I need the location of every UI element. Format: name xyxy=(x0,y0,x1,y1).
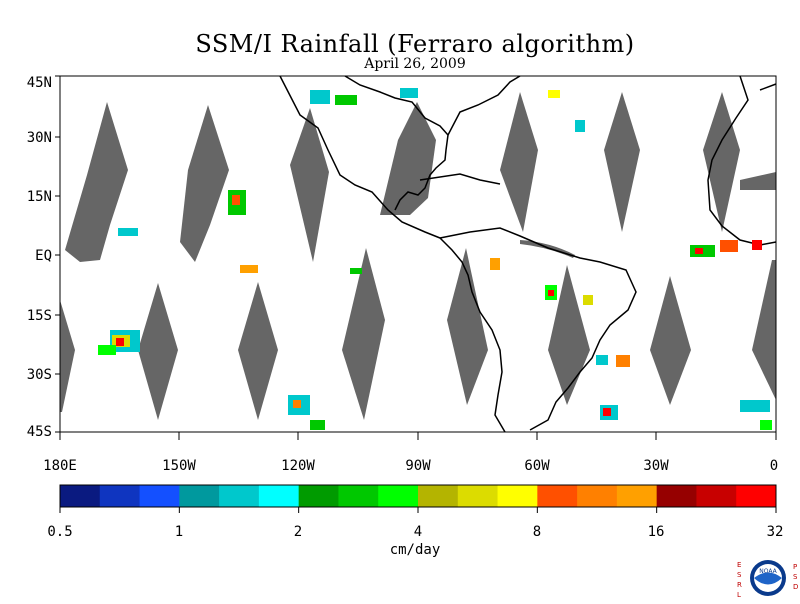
svg-text:S: S xyxy=(737,571,742,579)
colorbar-tick-2: 2 xyxy=(293,524,303,540)
lat-label-45n: 45N xyxy=(26,75,52,91)
lon-label-150w: 150W xyxy=(162,458,196,474)
colorbar-swatch xyxy=(537,485,578,507)
lon-ticks xyxy=(59,432,777,440)
lon-label-120w: 120W xyxy=(281,458,315,474)
swath-gaps xyxy=(60,92,776,420)
colorbar-swatch xyxy=(99,485,141,507)
colorbar-swatch xyxy=(656,485,697,507)
colorbar-swatch xyxy=(258,485,300,507)
lat-label-30s: 30S xyxy=(26,367,52,383)
colorbar-swatch xyxy=(696,485,737,507)
map-date: April 26, 2009 xyxy=(364,56,466,72)
lat-label-45s: 45S xyxy=(26,424,52,440)
colorbar-swatch xyxy=(298,485,339,507)
svg-text:E: E xyxy=(737,561,741,569)
lat-label-eq: EQ xyxy=(35,248,52,264)
colorbar-swatch xyxy=(139,485,180,507)
colorbar-swatch xyxy=(736,485,777,507)
colorbar-swatch xyxy=(378,485,419,507)
colorbar-swatch xyxy=(219,485,260,507)
colorbar-swatch xyxy=(418,485,459,507)
colorbar-swatch xyxy=(616,485,658,507)
colorbar-swatch xyxy=(457,485,499,507)
svg-text:S: S xyxy=(793,573,798,581)
colorbar-swatch xyxy=(179,485,220,507)
map-frame xyxy=(55,75,777,440)
colorbar-tick-16: 16 xyxy=(647,524,665,540)
lon-label-90w: 90W xyxy=(405,458,431,474)
svg-text:D: D xyxy=(793,583,798,591)
colorbar-units: cm/day xyxy=(389,542,441,558)
svg-text:NOAA: NOAA xyxy=(759,568,777,575)
colorbar-tick-0.5: 0.5 xyxy=(47,524,73,540)
colorbar-swatch xyxy=(338,485,379,507)
lon-label-180e: 180E xyxy=(43,458,77,474)
coastlines xyxy=(279,75,777,433)
lat-ticks xyxy=(55,75,60,433)
lat-label-30n: 30N xyxy=(26,130,52,146)
lon-label-30w: 30W xyxy=(643,458,669,474)
colorbar-swatch xyxy=(60,485,101,507)
svg-text:P: P xyxy=(793,563,797,571)
colorbar-swatch xyxy=(497,485,538,507)
colorbar-tick-4: 4 xyxy=(413,524,423,540)
lon-label-60w: 60W xyxy=(524,458,550,474)
colorbar xyxy=(59,484,777,513)
svg-text:L: L xyxy=(737,591,741,599)
colorbar-tick-8: 8 xyxy=(532,524,542,540)
rainfall-cells xyxy=(98,88,772,430)
map-title: SSM/I Rainfall (Ferraro algorithm) xyxy=(195,30,635,58)
lon-label-0: 0 xyxy=(769,458,779,474)
lat-label-15s: 15S xyxy=(26,308,52,324)
svg-text:R: R xyxy=(737,581,742,589)
colorbar-tick-32: 32 xyxy=(766,524,784,540)
lat-label-15n: 15N xyxy=(26,189,52,205)
colorbar-swatch xyxy=(577,485,618,507)
colorbar-tick-1: 1 xyxy=(174,524,184,540)
